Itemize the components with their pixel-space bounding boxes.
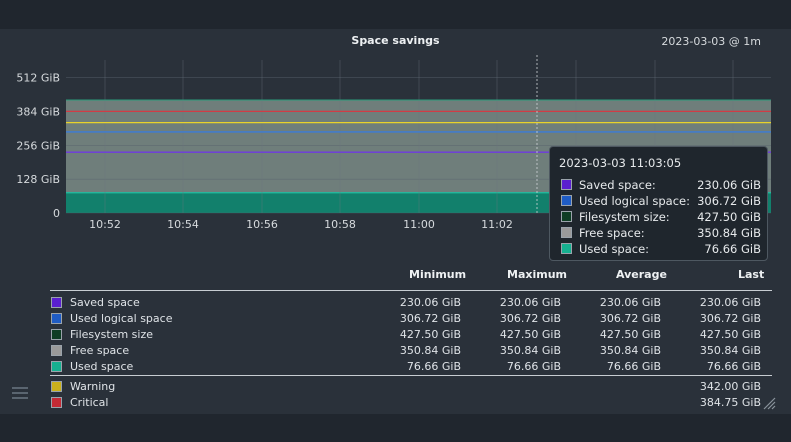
tooltip-label: Free space: bbox=[579, 226, 645, 240]
tooltip-value: 350.84 GiB bbox=[697, 226, 761, 240]
tooltip-swatch bbox=[561, 195, 572, 206]
tooltip-value: 306.72 GiB bbox=[697, 194, 761, 208]
tooltip-label: Used logical space: bbox=[579, 194, 690, 208]
y-tick-label: 0 bbox=[53, 207, 60, 220]
legend-label: Used logical space bbox=[70, 312, 173, 325]
y-tick-label: 384 GiB bbox=[16, 106, 60, 119]
x-tick-label: 10:56 bbox=[246, 218, 278, 231]
x-tick-label: 10:58 bbox=[324, 218, 356, 231]
tooltip-label: Used space: bbox=[579, 242, 650, 256]
tooltip-swatch bbox=[561, 243, 572, 254]
hover-tooltip: 2023-03-03 11:03:05 Saved space: 230.06 … bbox=[549, 146, 768, 261]
legend-header-average: Average bbox=[616, 268, 667, 281]
resize-handle-icon[interactable] bbox=[762, 396, 776, 410]
legend-header-minimum: Minimum bbox=[409, 268, 467, 281]
legend-label: Free space bbox=[70, 344, 130, 357]
legend-swatch bbox=[51, 345, 62, 356]
legend-swatch bbox=[51, 361, 62, 372]
legend-row-used-logical-space[interactable]: Used logical space 306.72 GiB 306.72 GiB… bbox=[50, 312, 762, 326]
x-tick-label: 11:02 bbox=[481, 218, 513, 231]
legend-max: 76.66 GiB bbox=[506, 360, 561, 373]
legend-row-critical[interactable]: Critical 384.75 GiB bbox=[50, 396, 762, 410]
y-tick-label: 128 GiB bbox=[16, 173, 60, 186]
legend-avg: 306.72 GiB bbox=[599, 312, 661, 325]
legend-avg: 427.50 GiB bbox=[599, 328, 661, 341]
y-tick-label: 512 GiB bbox=[16, 72, 60, 85]
legend-threshold-separator bbox=[50, 375, 772, 376]
legend-avg: 76.66 GiB bbox=[606, 360, 661, 373]
legend-swatch bbox=[51, 297, 62, 308]
hamburger-icon[interactable] bbox=[12, 387, 28, 399]
legend-max: 427.50 GiB bbox=[499, 328, 561, 341]
legend-swatch bbox=[51, 313, 62, 324]
tooltip-row-filesystem-size: Filesystem size: 427.50 GiB bbox=[561, 210, 761, 224]
tooltip-time: 2023-03-03 11:03:05 bbox=[559, 156, 682, 170]
legend-swatch bbox=[51, 381, 62, 392]
legend-label: Filesystem size bbox=[70, 328, 153, 341]
legend-row-free-space[interactable]: Free space 350.84 GiB 350.84 GiB 350.84 … bbox=[50, 344, 762, 358]
legend-row-warning[interactable]: Warning 342.00 GiB bbox=[50, 380, 762, 394]
legend-min: 306.72 GiB bbox=[399, 312, 461, 325]
legend-label: Critical bbox=[70, 396, 109, 409]
legend-last: 342.00 GiB bbox=[699, 380, 761, 393]
legend-max: 230.06 GiB bbox=[499, 296, 561, 309]
tooltip-label: Filesystem size: bbox=[579, 210, 670, 224]
x-tick-label: 10:54 bbox=[167, 218, 199, 231]
tooltip-value: 230.06 GiB bbox=[697, 178, 761, 192]
legend-avg: 230.06 GiB bbox=[599, 296, 661, 309]
legend-label: Warning bbox=[70, 380, 116, 393]
x-tick-label: 11:00 bbox=[403, 218, 435, 231]
legend-min: 427.50 GiB bbox=[399, 328, 461, 341]
tooltip-row-used-space: Used space: 76.66 GiB bbox=[561, 242, 761, 256]
graph-title: Space savings bbox=[351, 34, 440, 47]
tooltip-label: Saved space: bbox=[579, 178, 656, 192]
legend-swatch bbox=[51, 329, 62, 340]
legend-label: Saved space bbox=[70, 296, 140, 309]
legend-row-used-space[interactable]: Used space 76.66 GiB 76.66 GiB 76.66 GiB… bbox=[50, 360, 762, 374]
tooltip-row-saved-space: Saved space: 230.06 GiB bbox=[561, 178, 761, 192]
legend-avg: 350.84 GiB bbox=[599, 344, 661, 357]
tooltip-row-free-space: Free space: 350.84 GiB bbox=[561, 226, 761, 240]
legend-min: 76.66 GiB bbox=[406, 360, 461, 373]
graph-timestamp: 2023-03-03 @ 1m bbox=[661, 35, 761, 48]
tooltip-swatch bbox=[561, 227, 572, 238]
legend-header-maximum: Maximum bbox=[507, 268, 567, 281]
legend-last: 230.06 GiB bbox=[699, 296, 761, 309]
legend-min: 230.06 GiB bbox=[399, 296, 461, 309]
legend-label: Used space bbox=[70, 360, 134, 373]
tooltip-swatch bbox=[561, 211, 572, 222]
legend-last: 384.75 GiB bbox=[699, 396, 761, 409]
y-tick-label: 256 GiB bbox=[16, 139, 60, 152]
tooltip-swatch bbox=[561, 179, 572, 190]
legend-max: 306.72 GiB bbox=[499, 312, 561, 325]
legend-last: 427.50 GiB bbox=[699, 328, 761, 341]
legend-separator bbox=[50, 290, 772, 291]
tooltip-value: 76.66 GiB bbox=[704, 242, 761, 256]
tooltip-value: 427.50 GiB bbox=[697, 210, 761, 224]
legend-row-filesystem-size[interactable]: Filesystem size 427.50 GiB 427.50 GiB 42… bbox=[50, 328, 762, 342]
x-tick-label: 10:52 bbox=[89, 218, 121, 231]
legend-header-last: Last bbox=[738, 268, 765, 281]
legend-last: 306.72 GiB bbox=[699, 312, 761, 325]
tooltip-row-used-logical-space: Used logical space: 306.72 GiB bbox=[561, 194, 761, 208]
legend-last: 76.66 GiB bbox=[706, 360, 761, 373]
legend-row-saved-space[interactable]: Saved space 230.06 GiB 230.06 GiB 230.06… bbox=[50, 296, 762, 310]
legend-max: 350.84 GiB bbox=[499, 344, 561, 357]
legend-min: 350.84 GiB bbox=[399, 344, 461, 357]
legend-last: 350.84 GiB bbox=[699, 344, 761, 357]
legend-swatch bbox=[51, 397, 62, 408]
